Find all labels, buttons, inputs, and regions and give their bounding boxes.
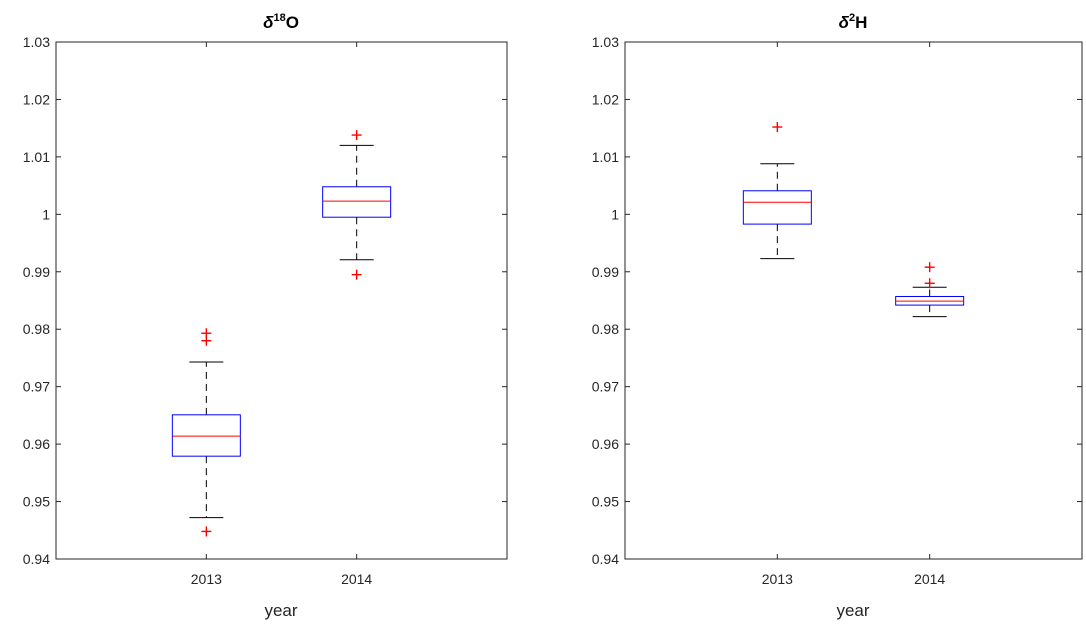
iqr-box [171,414,241,457]
x-tick-label: 2014 [341,571,372,587]
y-tick-label: 0.97 [23,379,50,395]
y-tick-label: 1.03 [592,34,619,50]
y-tick-label: 1.02 [23,91,50,107]
box-2014 [895,262,965,318]
chart-title: δ18O [263,12,299,32]
y-tick-label: 0.96 [23,436,50,452]
iqr-box [742,190,812,225]
outlier-marker [201,328,212,339]
x-axis-label: year [264,601,297,620]
box-2014 [322,130,392,280]
y-tick-label: 0.95 [592,494,619,510]
y-tick-label: 1 [611,206,619,222]
box-2013 [171,328,241,537]
x-tick-label: 2013 [762,571,793,587]
outlier-marker [924,278,935,289]
y-tick-label: 0.98 [592,321,619,337]
box-2013 [742,122,812,260]
y-tick-label: 0.97 [592,379,619,395]
y-tick-label: 1.01 [23,149,50,165]
axes-frame [624,41,1083,560]
title-symbol: δ [839,13,850,32]
axes-frame [55,41,508,560]
y-tick-label: 0.95 [23,494,50,510]
y-tick-label: 0.99 [592,264,619,280]
title-element: H [855,13,867,32]
y-tick-label: 0.94 [23,551,50,567]
y-tick-label: 1.02 [592,91,619,107]
chart-title: δ2H [839,12,868,32]
y-tick-label: 1 [42,206,50,222]
x-axis-label: year [836,601,869,620]
y-tick-label: 0.98 [23,321,50,337]
outlier-marker [351,130,362,141]
title-symbol: δ [263,13,274,32]
y-tick-label: 1.01 [592,149,619,165]
y-tick-label: 1.03 [23,34,50,50]
iqr-box [322,186,392,218]
chart-panel-delta2h: δ2H year 0.94 0.95 0.96 0.97 0.98 0.99 1 1.01 1.… [592,12,1083,620]
title-superscript: 18 [273,12,285,24]
chart-panel-delta18o: δ18O year 0.94 0.95 0.96 0.97 0.98 0.99 1 1.01 1… [23,12,508,620]
y-tick-label: 0.94 [592,551,619,567]
x-tick-label: 2014 [914,571,945,587]
outlier-marker [351,269,362,280]
title-element: O [286,13,299,32]
x-tick-label: 2013 [191,571,222,587]
y-tick-label: 0.99 [23,264,50,280]
outlier-marker [924,262,935,273]
outlier-marker [201,526,212,537]
outlier-marker [772,122,783,133]
y-tick-label: 0.96 [592,436,619,452]
title-superscript: 2 [849,12,855,24]
